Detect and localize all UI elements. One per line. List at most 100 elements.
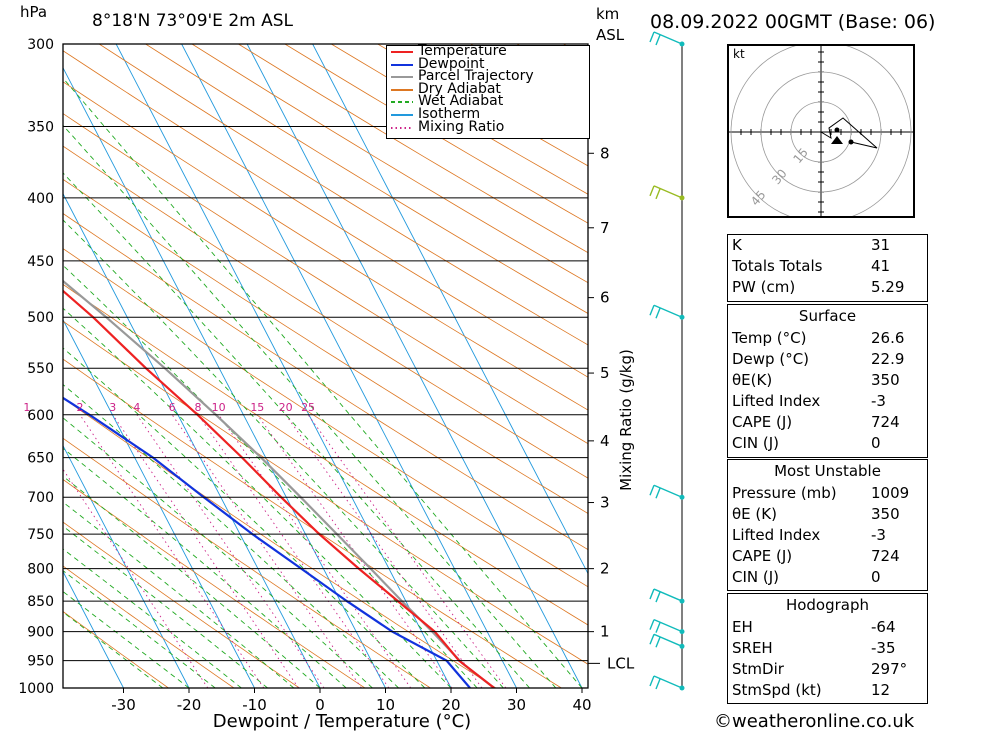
mixing-ratio-line — [79, 414, 265, 688]
km-tick-label: 4 — [600, 432, 610, 450]
index-value: 0 — [871, 434, 881, 452]
legend-swatch — [391, 76, 413, 79]
wind-barb — [649, 618, 683, 633]
index-label: Totals Totals — [732, 257, 823, 275]
mixing-ratio-line — [307, 414, 507, 688]
pressure-tick-label: 500 — [27, 310, 54, 326]
dry-adiabat-line — [63, 437, 431, 688]
index-label: SREH — [732, 639, 773, 657]
location-label: 8°18'N 73°09'E 2m ASL — [92, 11, 293, 31]
index-label: CAPE (J) — [732, 413, 793, 431]
index-label: Dewp (°C) — [732, 350, 810, 368]
plot-frame — [62, 43, 589, 689]
dry-adiabat-line — [63, 397, 497, 688]
temperature-line — [63, 289, 495, 688]
index-row: StmDir 297° — [728, 659, 927, 680]
mixing-ratio-line — [197, 414, 390, 688]
wet-adiabat-line — [63, 591, 190, 688]
x-tick-label: 20 — [441, 696, 460, 714]
pressure-tick-label: 1000 — [18, 681, 54, 697]
index-value: 26.6 — [871, 329, 905, 347]
index-label: K — [732, 236, 742, 254]
index-value: 41 — [871, 257, 891, 275]
legend-swatch — [391, 51, 413, 53]
index-row: θE (K) 350 — [728, 504, 927, 525]
km-tick-label: 5 — [600, 364, 610, 382]
dry-adiabat-line — [63, 565, 235, 688]
index-value: -64 — [871, 618, 896, 636]
index-value: -35 — [871, 639, 896, 657]
legend: Temperature Dewpoint Parcel Trajectory Dry … — [386, 43, 590, 139]
pressure-tick-label: 350 — [27, 119, 54, 135]
index-label: θE (K) — [732, 505, 777, 523]
pressure-tick-label: 300 — [27, 37, 54, 53]
index-label: Temp (°C) — [732, 329, 807, 347]
hodograph-ring-label: 30 — [769, 167, 790, 188]
wet-adiabat-line — [63, 172, 530, 688]
wet-adiabat-line — [63, 611, 164, 688]
index-label: Lifted Index — [732, 392, 821, 410]
index-row: Lifted Index -3 — [728, 525, 927, 546]
hodograph-panel: 15 30 45 kt — [727, 44, 915, 218]
index-label: StmSpd (kt) — [732, 681, 822, 699]
surface-box: Surface Temp (°C) 26.6 Dewp (°C) 22.9 θE(K) 3… — [727, 304, 928, 458]
hodograph-ring — [790, 101, 852, 163]
index-label: CIN (J) — [732, 434, 780, 452]
surface-title: Surface — [798, 307, 857, 325]
legend-label: Temperature — [418, 43, 507, 59]
mixing-ratio-line — [63, 468, 209, 688]
mixing-ratio-line — [218, 414, 412, 688]
index-row: CIN (J) 0 — [728, 567, 927, 588]
pressure-tick-label: 650 — [27, 451, 54, 467]
mixing-ratio-label: 25 — [301, 401, 315, 414]
x-tick-label: 30 — [507, 696, 526, 714]
pressure-tick-label: 700 — [27, 490, 54, 506]
x-axis-title: Dewpoint / Temperature (°C) — [213, 711, 471, 732]
pressure-tick-label: 750 — [27, 527, 54, 543]
wet-adiabat-line — [63, 570, 216, 688]
mixing-ratio-label: 6 — [169, 401, 176, 414]
pressure-tick-label: 550 — [27, 361, 54, 377]
index-row: CAPE (J) 724 — [728, 412, 927, 433]
index-row: Dewp (°C) 22.9 — [728, 349, 927, 370]
index-value: 31 — [871, 236, 891, 254]
legend-label: Dry Adiabat — [418, 80, 501, 97]
mixing-ratio-axis-title: Mixing Ratio (g/kg) — [617, 349, 635, 491]
index-row: CIN (J) 0 — [728, 433, 927, 454]
index-label: PW (cm) — [732, 278, 796, 296]
legend-swatch — [391, 63, 413, 66]
x-tick-label: 40 — [572, 696, 591, 714]
mixing-ratio-label: 8 — [195, 401, 202, 414]
isotherm-line — [63, 318, 255, 688]
most-unstable-title: Most Unstable — [774, 462, 881, 480]
wet-adiabat-line — [63, 124, 557, 688]
storm-motion-marker — [831, 136, 843, 144]
dry-adiabat-line — [98, 44, 588, 346]
dry-adiabat-line — [191, 44, 588, 284]
pressure-tick-label: 450 — [27, 254, 54, 270]
index-row: Temp (°C) 26.6 — [728, 328, 927, 349]
x-tick-label: -30 — [111, 696, 136, 714]
index-row: K 31 — [728, 235, 927, 256]
wind-barb — [649, 31, 683, 46]
index-label: Pressure (mb) — [732, 484, 837, 502]
hodograph-ring-label: 15 — [790, 145, 811, 166]
index-value: 0 — [871, 568, 881, 586]
index-value: 724 — [871, 413, 900, 431]
index-value: 350 — [871, 505, 900, 523]
hodograph-point — [834, 127, 840, 133]
legend-label: Parcel Trajectory — [418, 68, 534, 85]
index-label: θE(K) — [732, 371, 773, 389]
parcel-trajectory-line — [63, 279, 495, 688]
mixing-ratio-line — [256, 414, 453, 688]
wind-barb — [649, 484, 683, 499]
legend-label: Wet Adiabat — [418, 93, 504, 110]
dry-adiabat-line — [63, 113, 588, 445]
km-tick-label: 3 — [600, 494, 610, 512]
isotherm-line — [246, 44, 583, 688]
hodograph-unit: kt — [733, 47, 745, 61]
dry-adiabat-line — [63, 213, 588, 551]
unit-asl: ASL — [596, 26, 625, 44]
index-label: StmDir — [732, 660, 784, 678]
wet-adiabat-line — [63, 77, 583, 688]
